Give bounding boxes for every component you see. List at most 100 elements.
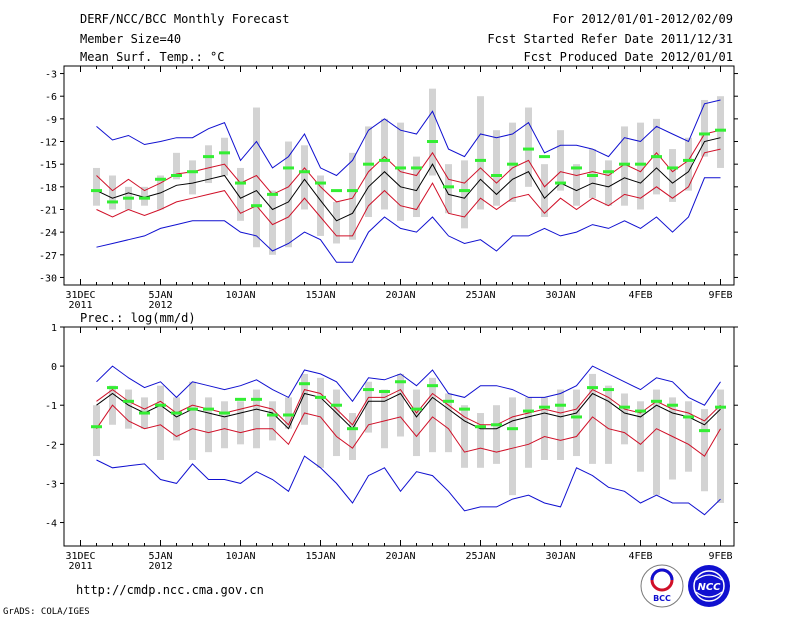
prec-green-mark — [491, 423, 502, 427]
prec-green-mark — [667, 403, 678, 407]
prec-green-mark — [347, 427, 358, 431]
temp-xtick-label: 10JAN — [225, 290, 255, 301]
temp-panel-title: Mean Surf. Temp.: °C — [80, 50, 225, 64]
temp-ytick-label: -9 — [45, 115, 57, 126]
prec-xtick-sublabel: 2011 — [68, 561, 92, 572]
prec-spread-bar — [429, 377, 436, 453]
temp-green-mark — [699, 132, 710, 136]
prec-spread-bar — [637, 401, 644, 472]
temp-xtick-label: 9FEB — [708, 290, 732, 301]
prec-green-mark — [315, 395, 326, 399]
temp-ytick-label: -18 — [39, 183, 57, 194]
prec-spread-bar — [493, 405, 500, 464]
source-url[interactable]: http://cmdp.ncc.cma.gov.cn — [76, 583, 264, 597]
prec-spread-bar — [93, 405, 100, 457]
temp-spread-bar — [205, 145, 212, 184]
prec-spread-bar — [205, 397, 212, 453]
prec-spread-bar — [365, 381, 372, 433]
prec-green-mark — [683, 415, 694, 419]
temp-upper-line — [96, 129, 721, 203]
prec-green-mark — [155, 403, 166, 407]
started-refer-date: Fcst Started Refer Date 2011/12/31 — [487, 32, 733, 46]
temp-spread-bar — [237, 167, 244, 221]
temp-green-mark — [347, 189, 358, 193]
prec-spread-bar — [397, 373, 404, 437]
ncc-logo-text: NCC — [697, 582, 721, 593]
temp-green-mark — [363, 162, 374, 166]
temp-ytick-label: -15 — [39, 160, 57, 171]
temp-xtick-label: 31DEC — [65, 290, 95, 301]
temp-green-mark — [619, 162, 630, 166]
temp-green-mark — [251, 204, 262, 208]
prec-spread-bar — [301, 373, 308, 425]
prec-green-mark — [203, 407, 214, 411]
temp-green-mark — [475, 158, 486, 162]
prec-spread-bar — [285, 397, 292, 429]
prec-green-mark — [123, 399, 134, 403]
prec-green-mark — [411, 407, 422, 411]
prec-max-line — [96, 365, 721, 406]
temp-green-mark — [523, 147, 534, 151]
prec-spread-bar — [317, 377, 324, 468]
temp-green-mark — [587, 174, 598, 177]
temp-green-mark — [571, 166, 582, 170]
prec-green-mark — [91, 425, 102, 429]
prec-spread-bar — [237, 401, 244, 445]
prec-green-mark — [363, 388, 374, 392]
prec-green-mark — [187, 407, 198, 411]
temp-green-mark — [331, 189, 342, 193]
temp-green-mark — [507, 162, 518, 166]
temp-xtick-sublabel: 2012 — [148, 300, 172, 311]
temp-spread-bar — [525, 107, 532, 187]
temp-green-mark — [91, 189, 102, 193]
prec-green-mark — [539, 405, 550, 409]
prec-spread-bar — [605, 385, 612, 464]
prec-green-mark — [235, 397, 246, 401]
prec-spread-bar — [525, 397, 532, 468]
temp-ytick-label: -27 — [39, 251, 57, 262]
prec-spread-bar — [445, 393, 452, 453]
prec-spread-bar — [589, 373, 596, 464]
prec-spread-bar — [573, 389, 580, 457]
ncc-logo: NCC — [688, 565, 730, 607]
prec-green-mark — [475, 425, 486, 429]
prec-spread-bar — [349, 413, 356, 460]
temp-green-mark — [155, 177, 166, 181]
prec-spread-bar — [685, 401, 692, 472]
temp-spread-bar — [541, 164, 548, 218]
temp-green-mark — [651, 155, 662, 159]
temp-green-mark — [491, 174, 502, 177]
prec-spread-bar — [541, 397, 548, 460]
prec-spread-bar — [253, 389, 260, 449]
temp-green-mark — [395, 166, 406, 170]
temp-spread-bar — [173, 152, 180, 180]
temp-ytick-label: -12 — [39, 138, 57, 149]
temp-green-mark — [635, 162, 646, 166]
temp-green-mark — [667, 166, 678, 170]
temp-spread-bar — [221, 137, 228, 176]
prec-green-mark — [395, 380, 406, 384]
prec-xtick-label: 30JAN — [545, 551, 575, 562]
temp-spread-bar — [509, 122, 516, 202]
temp-spread-bar — [413, 156, 420, 218]
temp-spread-bar — [445, 164, 452, 214]
temp-green-mark — [427, 140, 438, 144]
temp-green-mark — [139, 196, 150, 200]
temp-spread-bar — [669, 149, 676, 202]
temp-spread-bar — [429, 88, 436, 176]
temp-min-line — [96, 177, 721, 263]
temp-green-mark — [555, 181, 566, 185]
temp-spread-bar — [189, 160, 196, 195]
temp-spread-bar — [493, 130, 500, 206]
temp-xtick-label: 5JAN — [148, 290, 172, 301]
prec-spread-bar — [221, 401, 228, 449]
temp-spread-bar — [269, 190, 276, 255]
prec-upper-line — [96, 388, 721, 426]
temp-ytick-label: -6 — [45, 92, 57, 103]
temp-green-mark — [411, 166, 422, 170]
temp-plot-frame — [63, 65, 735, 286]
temp-spread-bar — [589, 149, 596, 199]
prec-green-mark — [459, 407, 470, 411]
prec-green-mark — [555, 403, 566, 407]
